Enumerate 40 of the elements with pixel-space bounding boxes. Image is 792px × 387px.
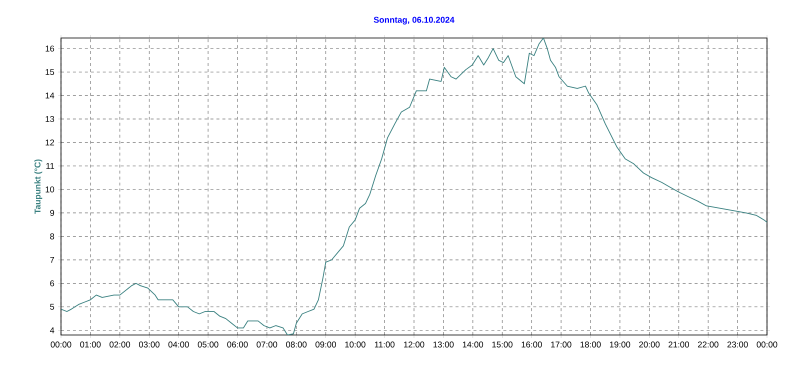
y-tick-label: 10 (46, 186, 54, 192)
x-tick-label: 06:00 (227, 342, 248, 348)
y-tick-label: 4 (50, 327, 54, 334)
y-tick-label: 9 (50, 210, 54, 216)
y-tick-label: 5 (50, 304, 54, 310)
x-tick-label: 17:00 (551, 342, 572, 348)
x-tick-label: 13:00 (433, 342, 454, 348)
x-tick-label: 08:00 (286, 342, 307, 348)
y-tick-label: 8 (50, 233, 54, 240)
y-axis-title: Taupunkt (°C) (34, 159, 42, 214)
x-tick-label: 12:00 (404, 342, 424, 348)
x-tick-label: 22:00 (698, 342, 718, 348)
x-tick-label: 14:00 (462, 342, 484, 348)
y-tick-label: 12 (46, 140, 54, 146)
x-tick-label: 02:00 (110, 342, 130, 348)
y-tick-label: 11 (46, 163, 54, 169)
x-tick-label: 09:00 (315, 342, 336, 348)
y-tick-label: 15 (46, 69, 54, 75)
x-tick-label: 01:00 (80, 342, 101, 348)
x-tick-label: 16:00 (522, 342, 542, 348)
y-tick-label: 7 (50, 256, 54, 263)
x-tick-label: 23:00 (727, 342, 748, 348)
x-tick-label: 18:00 (580, 342, 601, 348)
y-tick-label: 16 (46, 46, 54, 52)
x-tick-label: 05:00 (198, 342, 218, 348)
x-tick-label: 20:00 (639, 342, 660, 348)
x-tick-label: 21:00 (668, 342, 690, 348)
y-tick-label: 13 (46, 116, 54, 122)
x-tick-label: 19:00 (610, 342, 630, 348)
x-tick-label: 04:00 (168, 342, 189, 348)
y-tick-label: 14 (46, 92, 54, 98)
chart-title: Sonntag, 06.10.2024 (374, 16, 454, 24)
x-tick-label: 11:00 (374, 342, 395, 348)
x-tick-label: 00:00 (50, 342, 72, 348)
x-tick-label: 00:00 (756, 342, 778, 348)
x-tick-label: 15:00 (492, 342, 513, 348)
y-tick-label: 6 (50, 280, 54, 286)
x-tick-label: 07:00 (256, 342, 278, 348)
x-tick-label: 03:00 (138, 342, 160, 348)
x-tick-label: 10:00 (345, 342, 366, 348)
